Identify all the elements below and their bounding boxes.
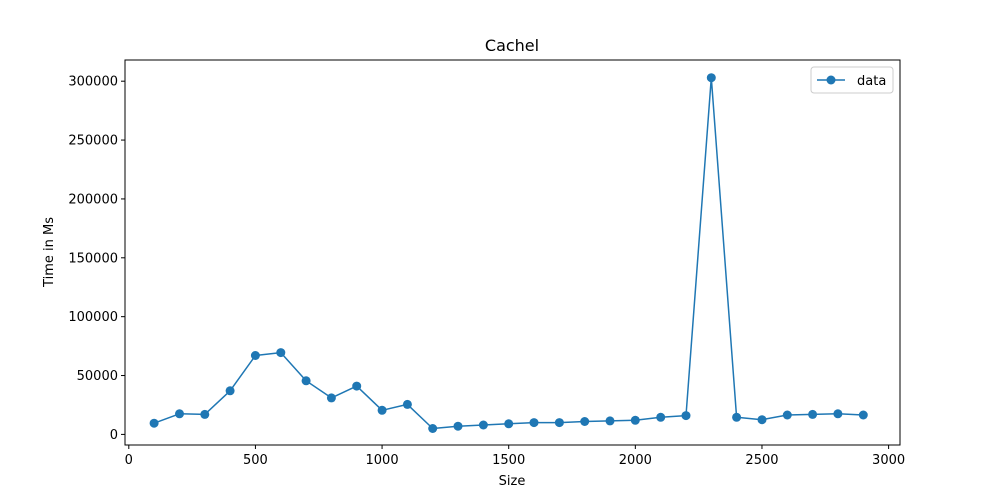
data-point [630,415,640,425]
series-line-data [153,76,864,430]
legend-label: data [857,74,886,89]
legend: data [810,66,894,94]
data-point [276,348,286,358]
data-point [554,418,564,428]
y-tick-label: 0 [110,428,118,443]
y-tick-label: 150000 [68,251,118,266]
data-point [580,417,590,426]
data-point [529,418,539,428]
legend-marker-swatch [826,75,836,85]
x-tick-label: 2500 [745,453,778,468]
x-tick-label: 3000 [872,453,905,468]
plot-area [149,73,868,433]
data-point [833,409,843,419]
data-point [326,393,336,403]
data-point [732,412,742,422]
x-tick-label: 0 [125,453,133,468]
data-point [377,405,387,415]
data-point [149,418,159,428]
data-point [681,411,691,421]
data-point [757,415,767,425]
data-point [504,419,514,429]
x-axis-ticks: 0 500 1000 1500 2000 2500 3000 [125,445,905,468]
data-point [478,420,488,430]
chart-title: Cachel [485,36,539,55]
y-axis-ticks: 0 50000 100000 150000 200000 250000 300000 [68,75,125,443]
data-point [200,409,210,419]
data-point [402,399,412,409]
data-point [656,412,666,422]
x-tick-label: 1000 [366,453,399,468]
axes-frame [124,59,901,446]
y-tick-label: 300000 [68,75,118,90]
data-point [858,410,868,420]
legend-box [810,66,894,94]
x-tick-label: 500 [243,453,268,468]
y-tick-label: 200000 [68,192,118,207]
x-axis-label: Size [499,474,526,489]
y-tick-label: 50000 [77,369,118,384]
y-tick-label: 250000 [68,134,118,149]
data-point [175,409,184,419]
data-point [782,410,792,420]
data-point [808,409,818,419]
data-point [428,424,438,433]
y-axis-label: Time in Ms [42,217,57,288]
data-point [250,351,260,360]
data-point [706,73,716,83]
x-tick-label: 1500 [492,453,525,468]
data-point [453,421,463,431]
data-point [605,416,615,426]
data-point [352,381,362,391]
data-point [225,386,235,396]
x-tick-label: 2000 [619,453,652,468]
data-point [301,376,311,386]
y-tick-label: 100000 [68,310,118,325]
